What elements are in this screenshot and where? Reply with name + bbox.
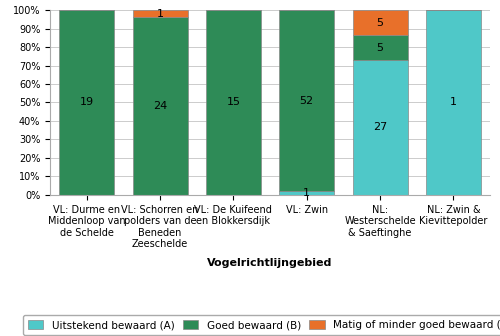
Text: 19: 19 — [80, 97, 94, 108]
Text: 1: 1 — [156, 9, 164, 19]
Text: 1: 1 — [450, 97, 457, 108]
Bar — [132, 10, 188, 17]
Text: 27: 27 — [373, 122, 387, 132]
Text: 5: 5 — [376, 43, 384, 52]
Bar — [132, 17, 188, 195]
X-axis label: Vogelrichtlijngebied: Vogelrichtlijngebied — [208, 258, 332, 268]
Text: 1: 1 — [303, 188, 310, 198]
Bar — [206, 10, 261, 195]
Bar — [279, 10, 334, 192]
Legend: Uitstekend bewaard (A), Goed bewaard (B), Matig of minder goed bewaard (C): Uitstekend bewaard (A), Goed bewaard (B)… — [22, 315, 500, 335]
Bar — [352, 35, 408, 60]
Bar — [279, 192, 334, 195]
Text: 24: 24 — [153, 101, 167, 111]
Text: 15: 15 — [226, 97, 240, 108]
Bar — [352, 10, 408, 35]
Bar — [59, 10, 114, 195]
Text: 52: 52 — [300, 96, 314, 106]
Bar — [426, 10, 481, 195]
Bar — [352, 60, 408, 195]
Text: 5: 5 — [376, 17, 384, 28]
